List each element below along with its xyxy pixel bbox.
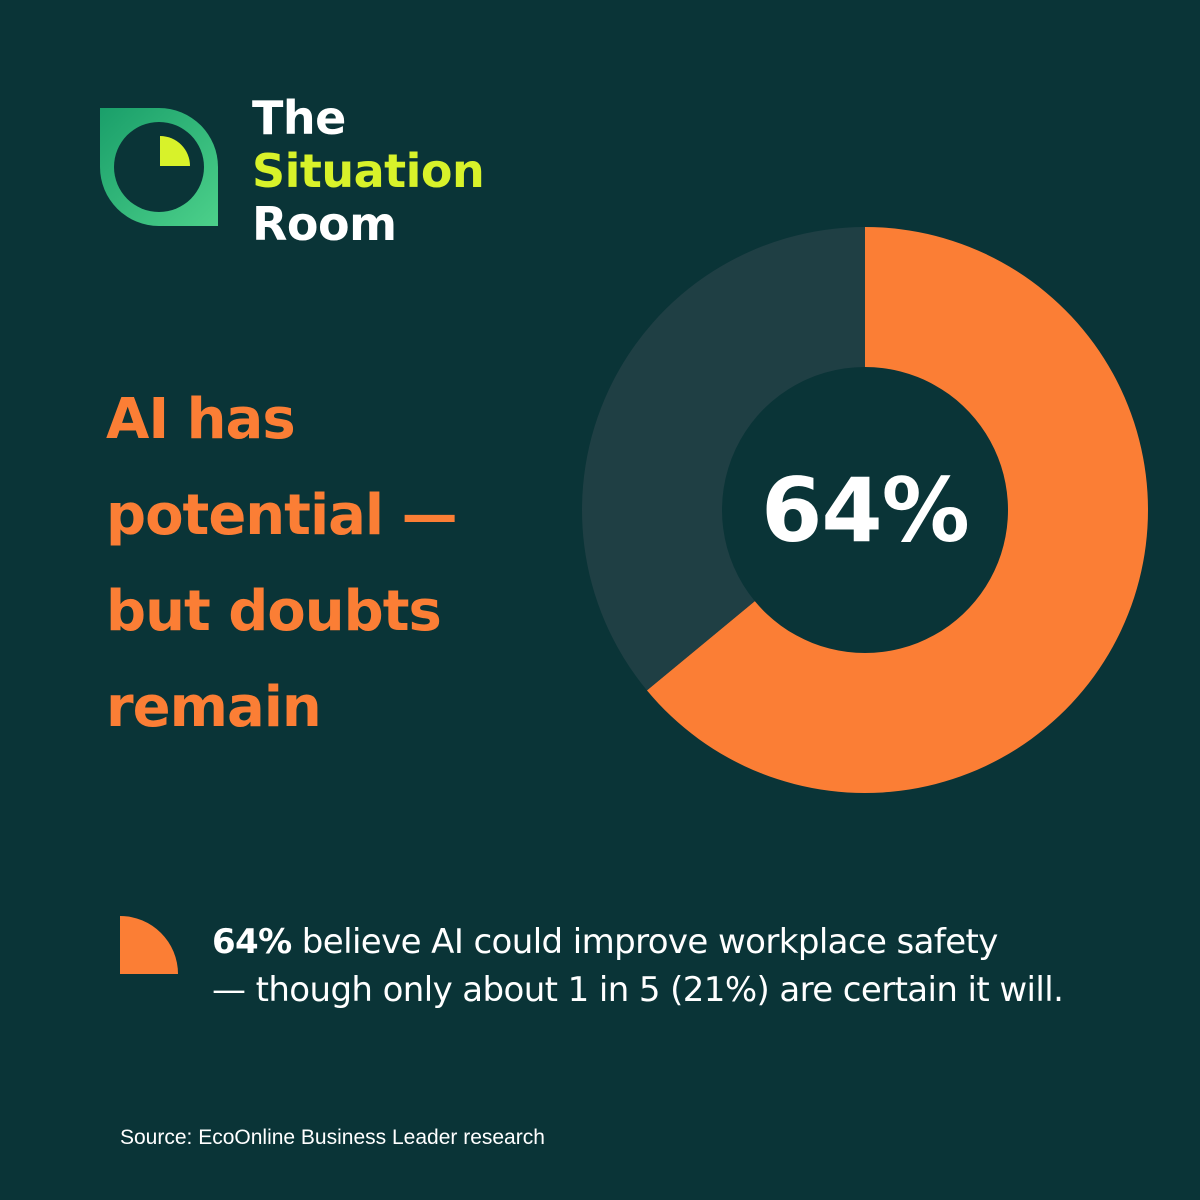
brand-line-the: The xyxy=(252,91,346,145)
headline-line-3: but doubts xyxy=(106,579,442,644)
finding-text-1: believe AI could improve workplace safet… xyxy=(291,922,999,962)
donut-slice-1 xyxy=(646,227,1148,793)
quarter-circle-bullet-icon xyxy=(120,916,178,974)
finding-line-1: 64% believe AI could improve workplace s… xyxy=(212,918,1172,966)
finding-highlight: 64% xyxy=(212,922,292,962)
source-note: Source: EcoOnline Business Leader resear… xyxy=(120,1126,545,1149)
headline-line-2: potential — xyxy=(106,483,458,548)
headline-line-4: remain xyxy=(106,675,322,740)
donut-slice-2 xyxy=(581,227,865,691)
headline-line-1: AI has xyxy=(106,387,296,452)
situation-room-logo-icon xyxy=(100,108,218,226)
donut-chart xyxy=(581,227,1148,793)
key-finding: 64% believe AI could improve workplace s… xyxy=(212,918,1172,1014)
brand-wordmark: The Situation Room xyxy=(252,91,485,251)
brand-line-situation: Situation xyxy=(252,144,485,198)
finding-line-2: — though only about 1 in 5 (21%) are cer… xyxy=(212,970,1064,1010)
headline: AI has potential — but doubts remain xyxy=(106,372,576,756)
brand-line-room: Room xyxy=(252,197,397,251)
